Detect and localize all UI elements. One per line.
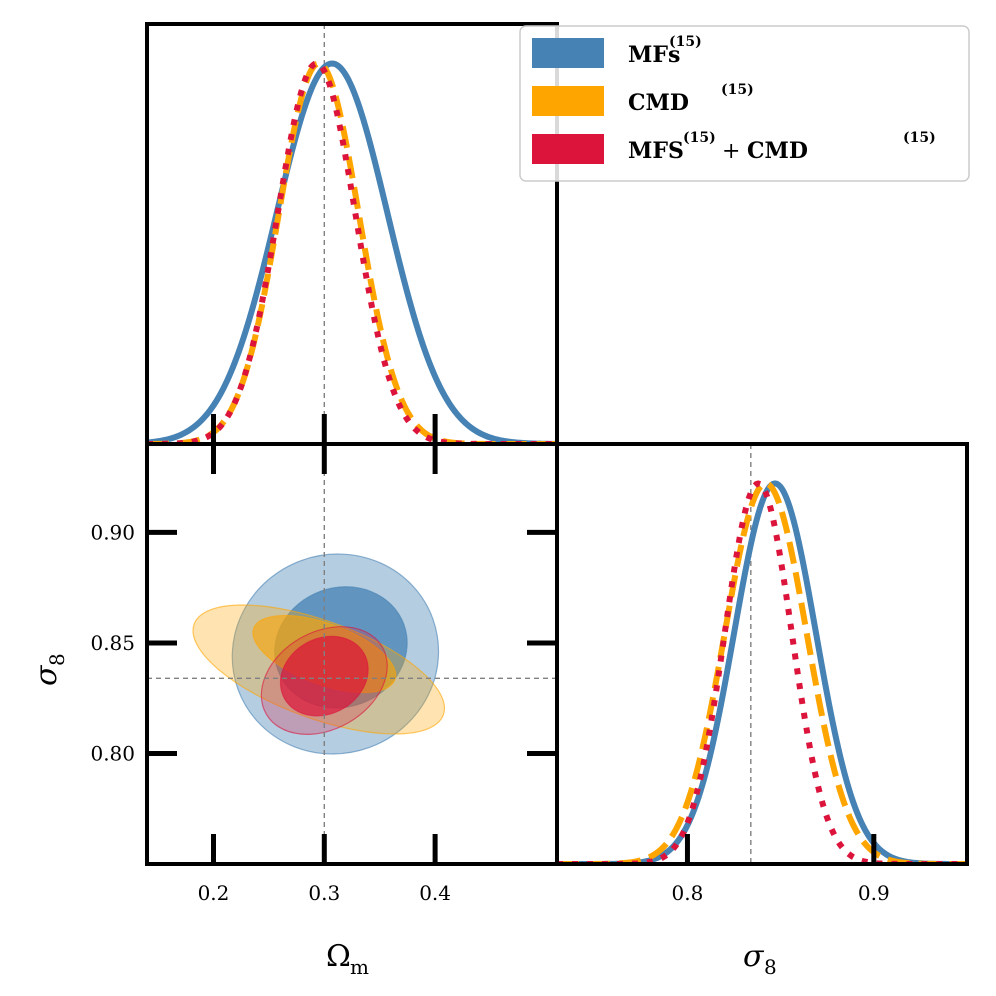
sigma8-marginal-curves xyxy=(557,480,967,864)
omega-m-tick-label: 0.2 xyxy=(198,881,230,905)
x-axis-label-omega-m: Ω m xyxy=(326,939,369,979)
legend-label-mfs-cmd-part1: MFS xyxy=(628,138,684,164)
sigma8-x-tick-label: 0.9 xyxy=(858,881,890,905)
legend-sup-mfs-cmd-part1: (15) xyxy=(683,130,716,146)
contour-mfs_cmd-68pct xyxy=(279,635,369,717)
omega-label-subscript: m xyxy=(350,955,369,979)
sigma8-y-label-symbol: σ xyxy=(29,664,64,686)
joint-ticks: 0.2 0.3 0.4 0.80 0.85 0.90 xyxy=(90,444,557,905)
sigma8-ticks: 0.8 0.9 xyxy=(672,834,890,905)
legend-plus-sign: + xyxy=(722,139,740,164)
omega-m-top-ticks xyxy=(210,414,438,444)
marginal-curve-mfs_cmd xyxy=(147,60,557,444)
legend-sup-mfs: (15) xyxy=(669,34,702,50)
joint-contours xyxy=(192,553,446,755)
legend-box xyxy=(519,25,970,182)
marginal-curve-cmd xyxy=(557,480,967,864)
omega-label-symbol: Ω xyxy=(326,939,351,974)
legend-swatch-mfs-cmd xyxy=(532,134,604,164)
marginal-curve-mfs xyxy=(557,480,967,864)
sigma8-x-label-subscript: 8 xyxy=(764,955,777,979)
omega-m-tick-label: 0.4 xyxy=(419,881,451,905)
sigma8-marginal-panel: 0.8 0.9 xyxy=(555,442,969,905)
sigma8-y-tick-label: 0.90 xyxy=(90,520,135,544)
marginal-curve-cmd xyxy=(147,60,557,444)
sigma8-x-tick-label: 0.8 xyxy=(672,881,704,905)
y-axis-label-sigma8: σ 8 xyxy=(29,653,69,686)
sigma8-panel-frame xyxy=(555,442,969,866)
legend-label-mfs: MFs xyxy=(628,42,680,68)
omega-m-tick-label: 0.3 xyxy=(308,881,340,905)
legend-sup-mfs-cmd-part2: (15) xyxy=(903,130,936,146)
legend-label-mfs-cmd-part2: CMD xyxy=(747,138,808,164)
legend-swatch-mfs xyxy=(532,38,604,68)
legend-sup-cmd: (15) xyxy=(721,82,754,98)
legend: MFs (15) CMD (15) MFS (15) + CMD (15) xyxy=(519,25,970,182)
omega-m-sigma8-joint-panel: 0.2 0.3 0.4 0.80 0.85 0.90 xyxy=(90,442,559,905)
omega-m-marginal-panel xyxy=(145,22,559,446)
sigma8-y-tick-label: 0.85 xyxy=(90,631,135,655)
marginal-curve-mfs xyxy=(147,60,557,444)
sigma8-y-label-subscript: 8 xyxy=(45,653,69,666)
sigma8-x-label-symbol: σ xyxy=(743,939,765,974)
legend-swatch-cmd xyxy=(532,86,604,116)
legend-label-cmd: CMD xyxy=(628,90,689,116)
sigma8-y-tick-label: 0.80 xyxy=(90,741,135,765)
x-axis-label-sigma8: σ 8 xyxy=(743,939,777,979)
omega-m-marginal-curves xyxy=(147,60,557,444)
joint-truth-lines xyxy=(147,444,557,864)
marginal-curve-mfs_cmd xyxy=(557,480,967,864)
